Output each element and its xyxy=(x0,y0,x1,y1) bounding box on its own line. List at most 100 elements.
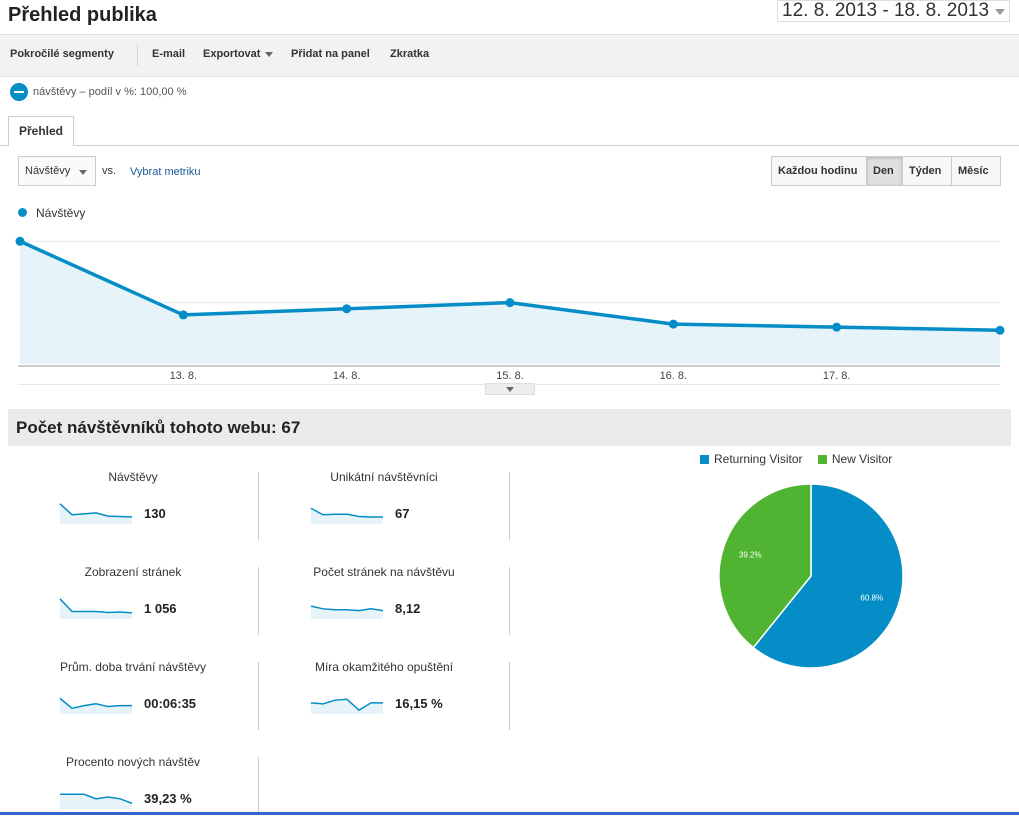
sparkline-area xyxy=(311,508,383,524)
caret-down-icon xyxy=(79,170,87,175)
metric-label: Zobrazení stránek xyxy=(84,565,182,579)
x-tick-label: 16. 8. xyxy=(660,370,688,382)
legend-new-label: New Visitor xyxy=(831,452,893,466)
metric-divider xyxy=(509,472,510,540)
sparkline-area xyxy=(60,794,132,809)
week-button[interactable]: Týden xyxy=(903,156,952,186)
data-point xyxy=(832,322,842,332)
sparkline xyxy=(310,605,384,619)
collapse-chart-button[interactable] xyxy=(485,383,535,395)
select-metric-link[interactable]: Vybrat metriku xyxy=(130,166,201,178)
metric-label: Návštěvy xyxy=(108,470,158,484)
x-tick-label: 13. 8. xyxy=(170,370,198,382)
hourly-button[interactable]: Každou hodinu xyxy=(771,156,867,186)
sparkline-line xyxy=(59,598,133,614)
date-range-label: 12. 8. 2013 - 18. 8. 2013 xyxy=(782,0,990,21)
metric-cell[interactable]: Zobrazení stránek 1 056 xyxy=(8,565,258,635)
legend-returning-label: Returning Visitor xyxy=(714,452,803,466)
data-point xyxy=(342,304,352,314)
advanced-segments-button[interactable]: Pokročilé segmenty xyxy=(10,48,114,60)
pie-slice-label: 39.2% xyxy=(739,551,762,560)
metric-value: 39,23 % xyxy=(144,791,192,806)
legend-label: Návštěvy xyxy=(36,206,86,220)
pie-slice xyxy=(752,483,904,669)
metric-cell[interactable]: Návštěvy 130 xyxy=(8,470,258,540)
x-tick-label: 17. 8. xyxy=(823,370,851,382)
date-range-picker[interactable]: 12. 8. 2013 - 18. 8. 2013 xyxy=(777,0,1010,22)
x-tick-label: 15. 8. xyxy=(496,370,524,382)
summary-title: Počet návštěvníků tohoto webu: 67 xyxy=(16,418,301,437)
sparkline-area xyxy=(311,699,383,714)
email-button[interactable]: E-mail xyxy=(152,48,186,60)
metric-value: 16,15 % xyxy=(395,696,443,711)
vs-label: vs. xyxy=(102,165,117,177)
x-tick-label: 14. 8. xyxy=(333,370,361,382)
metric-label: Počet stránek na návštěvu xyxy=(313,565,455,579)
metric-value: 130 xyxy=(144,506,166,521)
legend-swatch-returning xyxy=(700,455,709,465)
chart-legend: Návštěvy xyxy=(18,206,85,220)
caret-down-icon xyxy=(506,387,514,392)
metric-cell[interactable]: Unikátní návštěvníci 67 xyxy=(259,470,509,540)
metric-divider xyxy=(509,567,510,635)
metric-label: Prům. doba trvání návštěvy xyxy=(59,660,207,674)
tab-overview[interactable]: Přehled xyxy=(8,116,74,146)
sparkline xyxy=(60,793,133,809)
sparkline-line xyxy=(59,697,132,710)
legend-dot-icon xyxy=(18,208,27,217)
metric-label: Unikátní návštěvníci xyxy=(330,470,438,484)
export-button[interactable]: Exportovat xyxy=(203,48,274,60)
metric-divider xyxy=(258,757,259,815)
metric-cell[interactable]: Počet stránek na návštěvu 8,12 xyxy=(259,565,509,635)
sparkline xyxy=(59,503,133,524)
metric-cell[interactable]: Prům. doba trvání návštěvy 00:06:35 xyxy=(8,660,258,730)
metric-label: Míra okamžitého opuštění xyxy=(314,660,454,674)
export-label: Exportovat xyxy=(203,48,261,60)
metric-value: 8,12 xyxy=(395,601,421,616)
sparkline xyxy=(59,697,132,714)
metric-divider xyxy=(258,662,259,730)
toolbar: Pokročilé segmenty E-mail Exportovat Při… xyxy=(0,34,1019,77)
metric-divider xyxy=(258,472,259,540)
sparkline-line xyxy=(60,793,133,805)
sparkline xyxy=(59,598,133,619)
day-button[interactable]: Den xyxy=(867,156,903,186)
sparkline-area xyxy=(60,503,132,524)
sparkline-line xyxy=(59,503,133,518)
month-button[interactable]: Měsíc xyxy=(952,156,1001,186)
sparkline-line xyxy=(310,507,383,518)
shortcut-button[interactable]: Zkratka xyxy=(390,48,430,60)
metric-divider xyxy=(258,567,259,635)
segment-icon xyxy=(10,83,28,101)
toolbar-divider xyxy=(137,44,138,66)
sparkline-line xyxy=(310,605,384,612)
tab-divider xyxy=(0,145,1019,146)
data-point xyxy=(178,310,188,320)
sparkline-line xyxy=(310,698,383,712)
bottom-border xyxy=(0,812,1019,815)
metric-cell[interactable]: Míra okamžitého opuštění 16,15 % xyxy=(259,660,509,730)
page-title: Přehled publika xyxy=(8,4,157,26)
pie-slice-label: 60.8% xyxy=(860,593,883,602)
metric-value: 67 xyxy=(395,506,410,521)
data-point xyxy=(668,319,678,329)
metric-value: 1 056 xyxy=(144,601,177,616)
granularity-selector: Každou hodinu Den Týden Měsíc xyxy=(771,156,1001,186)
metric-select[interactable]: Návštěvy xyxy=(18,156,96,186)
pie-legend: Returning Visitor New Visitor xyxy=(700,452,892,466)
summary-header: Počet návštěvníků tohoto webu: 67 xyxy=(8,409,1011,446)
data-point xyxy=(995,325,1005,335)
metric-cell[interactable]: Procento nových návštěv 39,23 % xyxy=(8,755,258,825)
caret-down-icon xyxy=(265,51,274,57)
sparkline-area xyxy=(60,698,132,714)
sparkline xyxy=(310,507,383,524)
sparkline xyxy=(310,698,383,714)
data-point xyxy=(505,298,515,308)
metric-label: Procento nových návštěv xyxy=(65,755,201,769)
visits-line-chart: 204013. 8.14. 8.15. 8.16. 8.17. 8. xyxy=(15,236,1005,385)
chevron-down-icon xyxy=(995,9,1005,15)
pie-slice xyxy=(718,483,812,649)
data-point xyxy=(15,236,25,246)
add-to-dashboard-button[interactable]: Přidat na panel xyxy=(291,48,370,60)
metric-value: 00:06:35 xyxy=(144,696,197,711)
